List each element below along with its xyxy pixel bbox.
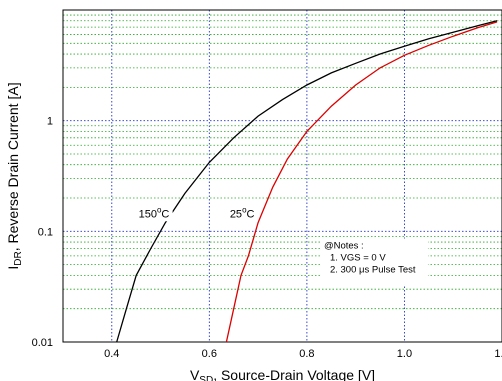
- y-axis-label: IDR, Reverse Drain Current [A]: [5, 82, 24, 269]
- x-tick-label: 0.4: [104, 348, 119, 360]
- series-label-150c: 150oC: [139, 205, 170, 220]
- notes-box: [319, 238, 428, 285]
- y-tick-label: 1: [47, 116, 53, 128]
- series-label-25c: 25oC: [230, 205, 255, 220]
- y-axis-label-sub: DR: [13, 251, 24, 265]
- grid: [63, 10, 502, 342]
- plot-frame: [62, 9, 502, 343]
- y-axis-label-rest: , Reverse Drain Current [A]: [5, 82, 21, 251]
- y-axis-label-main: I: [5, 266, 21, 270]
- tick-labels: 0.01 0.1 1 0.4 0.6 0.8 1.0 1.2: [32, 116, 502, 360]
- series-label-bg-25c: [227, 205, 258, 222]
- notes-title: @Notes :: [324, 240, 364, 251]
- notes-line-1: 1. VGS = 0 V: [330, 252, 386, 263]
- notes-line-2: 2. 300 μs Pulse Test: [330, 264, 416, 275]
- series-line-1: [225, 21, 498, 343]
- x-tick-label: 1.0: [397, 348, 412, 360]
- x-tick-label: 1.2: [494, 348, 502, 360]
- x-axis-label: VSD, Source-Drain Voltage [V]: [190, 367, 375, 381]
- series-line-0: [116, 20, 498, 343]
- x-axis-label-rest: , Source-Drain Voltage [V]: [213, 367, 375, 381]
- series-layer: [116, 20, 498, 343]
- y-tick-label: 0.01: [32, 337, 53, 349]
- y-tick-label: 0.1: [38, 226, 53, 238]
- x-tick-label: 0.8: [299, 348, 314, 360]
- x-axis-label-main: V: [190, 367, 200, 381]
- series-label-bg-150c: [136, 205, 173, 222]
- x-axis-label-sub: SD: [199, 375, 213, 381]
- x-tick-label: 0.6: [202, 348, 217, 360]
